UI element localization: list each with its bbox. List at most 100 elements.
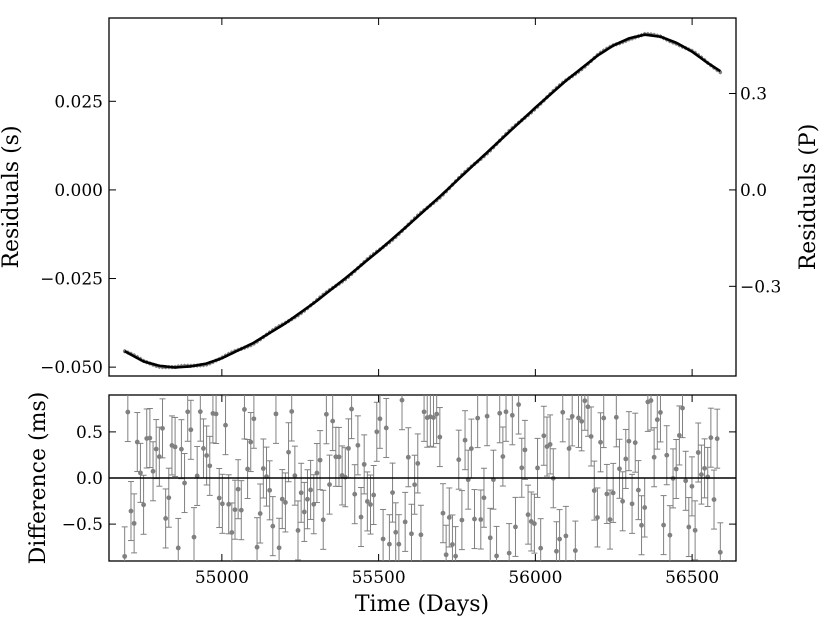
bottom-data-point [475,415,481,421]
model-line [124,33,722,369]
bottom-data-point [421,409,427,415]
bottom-data-point [513,524,518,530]
bottom-data-point [563,533,569,539]
bottom-data-point [153,446,159,452]
bottom-data-point [626,438,632,444]
bottom-data-point [179,446,184,452]
bottom-data-point [238,507,244,513]
bottom-data-point [368,502,373,507]
bottom-data-point [623,456,629,462]
bottom-data-point [648,398,654,403]
bottom-data-point [418,532,424,538]
bottom-data-point [150,468,156,474]
bottom-data-point [651,454,657,460]
bottom-data-point [216,495,222,501]
top-plot-frame [108,17,737,377]
bottom-ticks: 0.5 0.0 −0.5 55000 55500 56000 56500 [62,395,736,588]
bottom-data-point [582,398,588,404]
bottom-data-point [301,509,307,515]
bottom-data-point [569,413,575,419]
bottom-data-point [472,516,477,522]
bottom-data-point [588,434,594,439]
bottom-data-point [437,434,443,440]
bottom-data-point [147,435,153,441]
bottom-data-point [163,516,169,521]
bottom-data-point [686,524,692,530]
bottom-data-point [642,505,648,510]
top-y-tick-label: −0.050 [40,358,103,378]
bottom-data-point [481,495,487,501]
x-axis-title: Time (Days) [355,592,489,617]
bottom-data-point [295,528,301,533]
bottom-data-point [336,454,342,460]
bottom-data-point [260,466,266,471]
bottom-data-point [122,553,128,559]
top-right-y-tick-label: 0.3 [740,84,767,104]
bottom-data-point [327,482,332,488]
bottom-data-point [607,517,613,522]
bottom-data-point [314,470,320,476]
bottom-data-point [219,501,225,507]
bottom-data-point [509,412,515,418]
bottom-data-point [535,465,540,471]
bottom-data-point [579,418,585,424]
bottom-data-point [487,535,493,541]
bottom-data-point [632,440,638,446]
bottom-data-point [531,521,537,527]
bottom-data-point [664,452,670,458]
bottom-data-point [185,409,191,415]
bottom-data-point [692,527,698,533]
bottom-data-point [702,465,707,471]
bottom-data-point [305,496,310,502]
bottom-y-tick-label: 0.0 [76,469,103,489]
bottom-data-point [484,413,490,419]
bottom-data-point [390,490,395,496]
bottom-data-point [141,502,146,508]
bottom-data-point [591,488,597,494]
bottom-data-point [232,507,238,513]
bottom-data-point [503,409,509,415]
bottom-data-point [292,473,298,479]
bottom-data-point [374,429,380,435]
bottom-data-point [494,553,499,559]
bottom-data-point [245,466,250,472]
bottom-data-point [585,404,591,410]
bottom-data-point [399,397,405,403]
bottom-data-point [267,487,273,493]
bottom-data-point [456,457,462,463]
bottom-data-point [547,442,553,447]
bottom-data-point [273,411,279,417]
bottom-data-point [308,487,314,493]
bottom-data-point [595,515,600,520]
bottom-data-point [393,529,399,535]
bottom-data-point [572,548,578,553]
bottom-data-point [516,402,522,407]
bottom-data-point [160,425,165,431]
bottom-x-tick-label: 55000 [195,568,249,588]
bottom-data-point [459,517,465,523]
bottom-y-axis-title: Difference (ms) [26,392,51,565]
bottom-data-point [468,446,474,452]
bottom-data-point [182,480,187,486]
bottom-data-point [355,442,361,448]
bottom-data-point [500,454,506,459]
bottom-y-tick-label: 0.5 [76,423,103,443]
bottom-data-point [661,522,666,528]
top-y-axis-title: Residuals (s) [0,125,24,268]
bottom-data-point [525,512,531,518]
bottom-data-point [519,465,525,471]
bottom-data-point [683,478,689,484]
bottom-data-point [446,515,452,520]
bottom-data-point [541,433,547,439]
bottom-data-point [443,552,449,558]
bottom-data-point [166,495,172,501]
bottom-data-point [396,541,402,547]
bottom-data-point [270,523,276,529]
bottom-data-point [613,414,619,420]
bottom-data-point [276,545,282,551]
bottom-data-point [377,416,383,422]
bottom-data-point [172,444,178,450]
top-y-tick-label: −0.025 [40,270,103,290]
bottom-data-point [330,418,336,424]
